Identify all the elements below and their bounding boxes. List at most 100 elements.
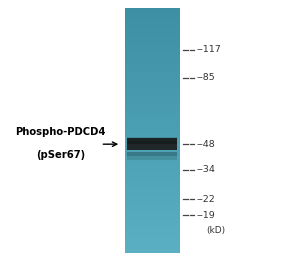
Bar xyxy=(125,44,180,45)
Bar xyxy=(125,212,180,213)
Bar xyxy=(125,25,180,26)
Bar xyxy=(125,100,180,101)
Bar xyxy=(125,191,180,192)
Bar xyxy=(125,250,180,251)
Bar xyxy=(125,99,180,100)
Bar xyxy=(125,200,180,201)
Bar xyxy=(125,201,180,202)
Bar xyxy=(125,244,180,245)
Bar xyxy=(125,103,180,104)
Bar xyxy=(125,57,180,58)
Bar xyxy=(125,130,180,131)
Bar xyxy=(125,222,180,223)
Bar xyxy=(127,152,177,156)
Bar xyxy=(125,108,180,109)
Bar xyxy=(125,125,180,126)
Bar xyxy=(125,76,180,77)
Bar xyxy=(125,77,180,78)
Bar xyxy=(125,92,180,93)
Bar xyxy=(125,153,180,154)
Bar xyxy=(125,118,180,119)
Bar xyxy=(125,251,180,252)
Text: Phospho-PDCD4: Phospho-PDCD4 xyxy=(16,127,106,137)
Bar xyxy=(125,189,180,190)
Bar xyxy=(127,138,177,150)
Bar xyxy=(125,98,180,99)
Bar xyxy=(125,234,180,235)
Bar xyxy=(125,33,180,34)
Bar xyxy=(125,223,180,224)
Bar xyxy=(125,115,180,116)
Bar xyxy=(125,89,180,90)
Bar xyxy=(125,42,180,43)
Bar xyxy=(125,15,180,16)
Bar xyxy=(127,141,177,144)
Bar xyxy=(125,188,180,189)
Bar xyxy=(125,208,180,209)
Bar xyxy=(125,16,180,17)
Text: --85: --85 xyxy=(197,73,215,82)
Bar xyxy=(125,242,180,243)
Bar xyxy=(125,161,180,162)
Bar xyxy=(125,10,180,11)
Bar xyxy=(125,18,180,19)
Bar xyxy=(125,180,180,181)
Bar xyxy=(125,211,180,212)
Bar xyxy=(125,82,180,83)
Bar xyxy=(125,128,180,129)
Bar xyxy=(125,174,180,175)
Bar xyxy=(125,96,180,97)
Bar xyxy=(125,157,180,158)
Bar xyxy=(125,150,180,151)
Bar xyxy=(125,243,180,244)
Bar xyxy=(125,8,180,9)
Bar xyxy=(125,31,180,32)
Bar xyxy=(125,160,180,161)
Bar xyxy=(125,233,180,234)
Bar xyxy=(125,119,180,120)
Bar xyxy=(125,34,180,35)
Bar xyxy=(125,121,180,122)
Bar xyxy=(125,58,180,59)
Bar xyxy=(125,85,180,86)
Bar xyxy=(125,78,180,79)
Bar xyxy=(125,209,180,210)
Bar xyxy=(125,246,180,247)
Bar xyxy=(125,185,180,186)
Bar xyxy=(125,19,180,20)
Bar xyxy=(125,203,180,204)
Bar xyxy=(125,252,180,253)
Bar xyxy=(125,68,180,69)
Bar xyxy=(125,227,180,228)
Bar xyxy=(125,114,180,115)
Bar xyxy=(125,127,180,128)
Bar xyxy=(125,190,180,191)
Bar xyxy=(125,62,180,63)
Bar xyxy=(125,175,180,176)
Bar xyxy=(125,131,180,132)
Bar xyxy=(125,9,180,10)
Bar xyxy=(125,202,180,203)
Bar xyxy=(125,181,180,182)
Bar xyxy=(125,235,180,236)
Bar xyxy=(125,198,180,199)
Bar xyxy=(125,152,180,153)
Bar xyxy=(125,90,180,91)
Bar xyxy=(125,13,180,14)
Bar xyxy=(125,170,180,171)
Bar xyxy=(125,46,180,47)
Bar xyxy=(125,229,180,230)
Bar xyxy=(125,221,180,222)
Bar xyxy=(125,45,180,46)
Bar xyxy=(125,106,180,107)
Bar xyxy=(125,29,180,30)
Bar xyxy=(125,51,180,52)
Bar xyxy=(125,236,180,237)
Bar xyxy=(125,63,180,64)
Bar xyxy=(125,11,180,12)
Bar xyxy=(125,214,180,215)
Bar xyxy=(125,245,180,246)
Bar xyxy=(125,101,180,102)
Bar xyxy=(125,216,180,218)
Bar xyxy=(125,147,180,148)
